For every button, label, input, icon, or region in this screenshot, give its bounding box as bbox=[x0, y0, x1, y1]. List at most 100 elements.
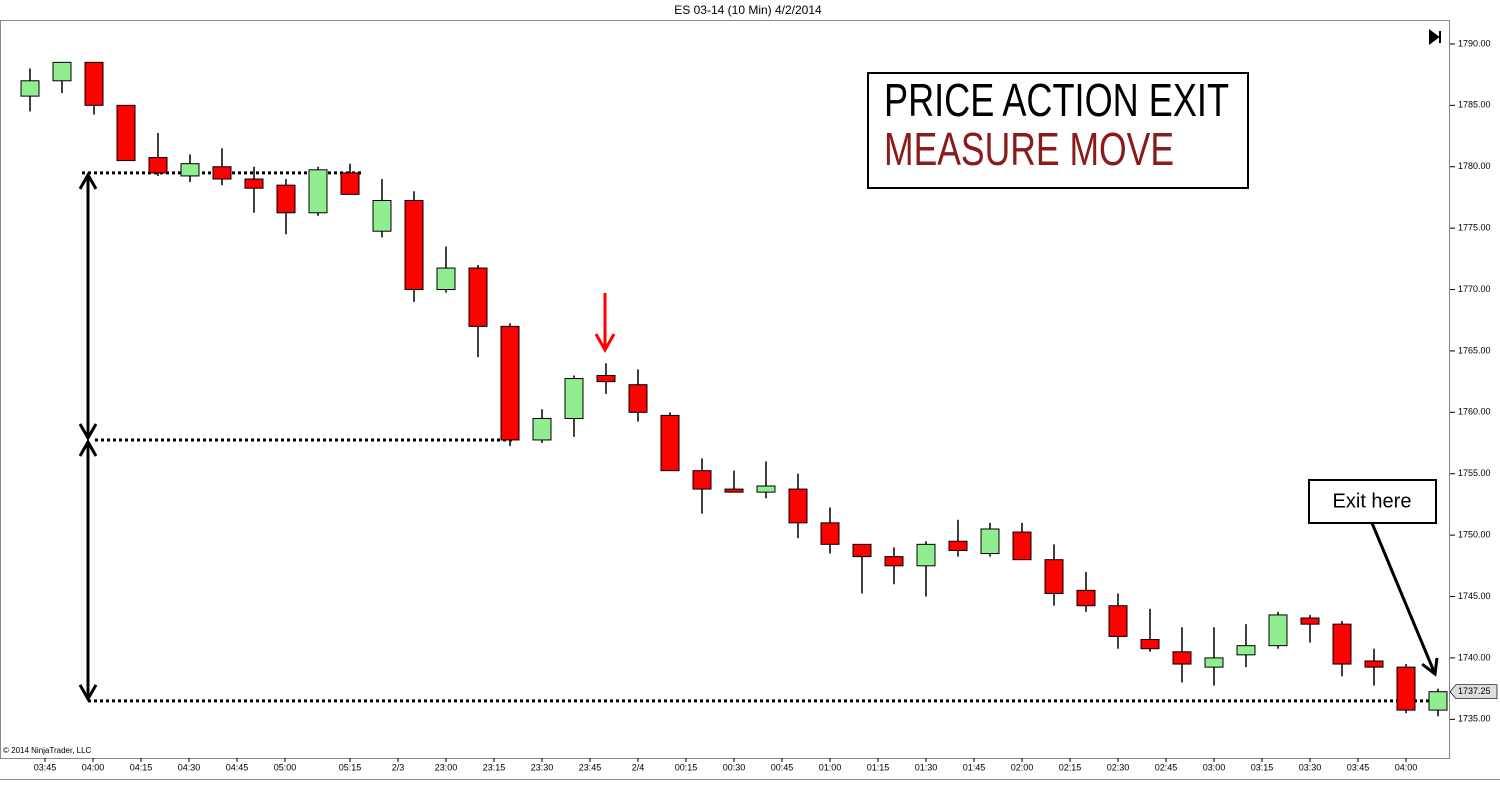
x-tick-label: 2/4 bbox=[632, 762, 645, 772]
y-tick-label: 1790.00 bbox=[1458, 38, 1491, 48]
chart-title: ES 03-14 (10 Min) 4/2/2014 bbox=[674, 3, 822, 17]
candle bbox=[212, 148, 232, 186]
candle-body bbox=[916, 543, 936, 567]
candle bbox=[596, 363, 616, 394]
candle bbox=[436, 246, 456, 293]
candle-body bbox=[372, 200, 392, 232]
candle-body bbox=[1140, 639, 1160, 650]
candle bbox=[980, 522, 1000, 557]
candle-body bbox=[468, 267, 488, 327]
candle-body bbox=[1044, 559, 1064, 594]
x-tick-label: 01:15 bbox=[867, 762, 890, 772]
x-tick-label: 01:30 bbox=[915, 762, 938, 772]
candle-body bbox=[500, 325, 520, 441]
x-tick-label: 04:45 bbox=[226, 762, 249, 772]
y-tick-label: 1745.00 bbox=[1458, 591, 1491, 601]
candle bbox=[276, 179, 296, 235]
candle-body bbox=[692, 470, 712, 490]
price-marker bbox=[1449, 684, 1498, 700]
candle-body bbox=[116, 104, 136, 162]
candle bbox=[1268, 611, 1288, 649]
candle-body bbox=[564, 378, 584, 419]
x-tick-label: 05:15 bbox=[339, 762, 362, 772]
copyright: © 2014 NinjaTrader, LLC bbox=[3, 746, 92, 755]
candle-body bbox=[20, 80, 40, 97]
candle-body bbox=[1300, 617, 1320, 625]
annotation-subtitle: MEASURE MOVE bbox=[884, 123, 1174, 175]
candle-body bbox=[1428, 691, 1448, 711]
candle-body bbox=[1108, 605, 1128, 637]
candle-body bbox=[788, 488, 808, 524]
candle bbox=[1204, 627, 1224, 686]
candle bbox=[468, 264, 488, 358]
x-tick-label: 23:30 bbox=[531, 762, 554, 772]
candle bbox=[916, 541, 936, 597]
candle-body bbox=[532, 417, 552, 441]
x-tick-label: 01:45 bbox=[963, 762, 986, 772]
candle-body bbox=[308, 169, 328, 214]
candle bbox=[148, 132, 168, 176]
callout-text: Exit here bbox=[1333, 490, 1412, 512]
annotation-title: PRICE ACTION EXIT bbox=[884, 74, 1229, 126]
candle-body bbox=[180, 163, 200, 177]
candle-body bbox=[1268, 614, 1288, 647]
y-tick-label: 1740.00 bbox=[1458, 652, 1491, 662]
y-tick-label: 1785.00 bbox=[1458, 100, 1491, 110]
candle bbox=[404, 191, 424, 302]
candle-body bbox=[276, 184, 296, 214]
candle-body bbox=[1012, 531, 1032, 561]
candle-body bbox=[1076, 589, 1096, 607]
candle bbox=[340, 163, 360, 195]
x-tick-label: 23:00 bbox=[435, 762, 458, 772]
candle bbox=[1108, 593, 1128, 649]
x-tick-label: 02:45 bbox=[1155, 762, 1178, 772]
candle bbox=[948, 519, 968, 557]
candle bbox=[564, 375, 584, 437]
candle bbox=[884, 547, 904, 585]
y-tick-label: 1770.00 bbox=[1458, 284, 1491, 294]
candle-body bbox=[244, 178, 264, 189]
candle-body bbox=[1236, 645, 1256, 656]
candle-body bbox=[1364, 660, 1384, 668]
candle bbox=[372, 179, 392, 238]
x-tick-label: 03:30 bbox=[1299, 762, 1322, 772]
x-tick-label: 23:45 bbox=[579, 762, 602, 772]
candle bbox=[1300, 614, 1320, 643]
candle-body bbox=[404, 200, 424, 291]
candle-body bbox=[340, 172, 360, 195]
candle bbox=[1140, 608, 1160, 652]
candle bbox=[820, 507, 840, 554]
candle bbox=[20, 68, 40, 112]
candle bbox=[756, 461, 776, 499]
x-tick-label: 02:30 bbox=[1107, 762, 1130, 772]
candle-body bbox=[852, 543, 872, 558]
candle-body bbox=[596, 374, 616, 383]
candle bbox=[532, 409, 552, 444]
candle-body bbox=[980, 528, 1000, 555]
candle-body bbox=[148, 157, 168, 174]
x-tick-label: 23:15 bbox=[483, 762, 506, 772]
price-marker-label: 1737.25 bbox=[1458, 686, 1491, 696]
candle bbox=[1428, 688, 1448, 717]
candle-body bbox=[660, 414, 680, 472]
candle-body bbox=[724, 488, 744, 493]
scroll-end-icon[interactable] bbox=[1429, 29, 1441, 45]
x-tick-label: 03:45 bbox=[34, 762, 57, 772]
y-tick-label: 1765.00 bbox=[1458, 345, 1491, 355]
candle-body bbox=[84, 61, 104, 106]
callout-arrow bbox=[1370, 522, 1439, 677]
y-tick-label: 1775.00 bbox=[1458, 223, 1491, 233]
candle bbox=[1172, 627, 1192, 683]
candle-body bbox=[756, 485, 776, 493]
candle bbox=[1236, 624, 1256, 668]
x-tick-label: 04:15 bbox=[130, 762, 153, 772]
candle bbox=[852, 543, 872, 594]
candle bbox=[660, 412, 680, 472]
candle-body bbox=[212, 166, 232, 180]
x-tick-label: 01:00 bbox=[819, 762, 842, 772]
y-tick-label: 1780.00 bbox=[1458, 161, 1491, 171]
candle bbox=[1044, 544, 1064, 606]
x-tick-label: 04:00 bbox=[1395, 762, 1418, 772]
candle-body bbox=[820, 522, 840, 545]
